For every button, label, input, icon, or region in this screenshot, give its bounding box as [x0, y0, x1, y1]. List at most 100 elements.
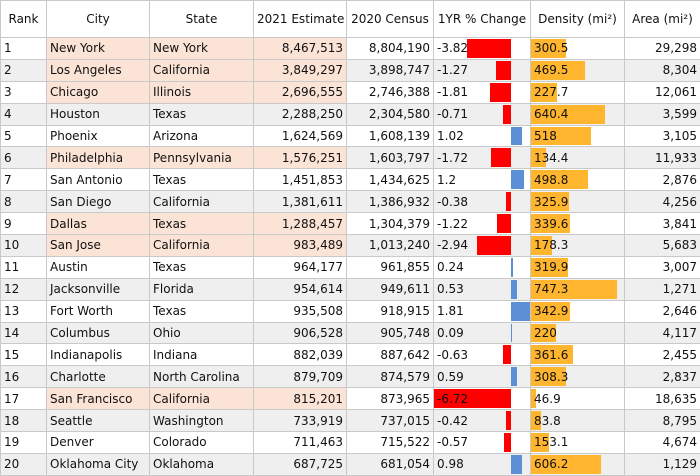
- census-cell: 887,642: [347, 344, 434, 366]
- rank-cell: 4: [1, 103, 47, 125]
- change-bar: [511, 455, 522, 474]
- change-cell: -1.22: [434, 213, 531, 235]
- rank-cell: 3: [1, 81, 47, 103]
- change-value: -2.94: [434, 238, 468, 252]
- density-value: 178.3: [531, 238, 568, 252]
- area-cell: 8,795: [625, 410, 700, 432]
- area-cell: 12,061: [625, 81, 700, 103]
- density-value: 153.1: [531, 435, 568, 449]
- rank-cell: 1: [1, 38, 47, 60]
- area-cell: 4,117: [625, 322, 700, 344]
- rank-cell: 19: [1, 432, 47, 454]
- density-value: 325.9: [531, 195, 568, 209]
- density-cell: 227.7: [531, 81, 625, 103]
- density-cell: 178.3: [531, 235, 625, 257]
- state-cell: New York: [150, 38, 254, 60]
- area-cell: 29,298: [625, 38, 700, 60]
- census-cell: 1,434,625: [347, 169, 434, 191]
- area-cell: 18,635: [625, 388, 700, 410]
- census-cell: 961,855: [347, 256, 434, 278]
- change-value: 1.81: [434, 304, 464, 318]
- state-cell: California: [150, 388, 254, 410]
- area-cell: 2,455: [625, 344, 700, 366]
- density-cell: 342.9: [531, 300, 625, 322]
- change-bar: [477, 236, 511, 255]
- city-cell: Indianapolis: [47, 344, 150, 366]
- estimate-cell: 964,177: [254, 256, 347, 278]
- header-rank: Rank: [1, 1, 47, 38]
- estimate-cell: 1,576,251: [254, 147, 347, 169]
- rank-cell: 2: [1, 59, 47, 81]
- estimate-cell: 935,508: [254, 300, 347, 322]
- rank-cell: 14: [1, 322, 47, 344]
- city-cell: New York: [47, 38, 150, 60]
- density-value: 342.9: [531, 304, 568, 318]
- change-value: -0.42: [434, 414, 468, 428]
- density-value: 640.4: [531, 107, 568, 121]
- change-bar: [503, 105, 511, 124]
- change-bar: [511, 258, 514, 277]
- change-cell: 1.2: [434, 169, 531, 191]
- density-value: 134.4: [531, 151, 568, 165]
- census-cell: 905,748: [347, 322, 434, 344]
- census-cell: 3,898,747: [347, 59, 434, 81]
- rank-cell: 13: [1, 300, 47, 322]
- change-value: 0.53: [434, 282, 464, 296]
- density-cell: 319.9: [531, 256, 625, 278]
- census-cell: 2,746,388: [347, 81, 434, 103]
- census-cell: 874,579: [347, 366, 434, 388]
- density-value: 220: [531, 326, 557, 340]
- state-cell: California: [150, 235, 254, 257]
- density-cell: 220: [531, 322, 625, 344]
- estimate-cell: 906,528: [254, 322, 347, 344]
- state-cell: Arizona: [150, 125, 254, 147]
- change-cell: 1.02: [434, 125, 531, 147]
- change-bar: [491, 148, 511, 167]
- change-value: -0.38: [434, 195, 468, 209]
- rank-cell: 9: [1, 213, 47, 235]
- change-cell: -0.71: [434, 103, 531, 125]
- density-cell: 339.6: [531, 213, 625, 235]
- density-value: 83.8: [531, 414, 561, 428]
- estimate-cell: 711,463: [254, 432, 347, 454]
- area-cell: 5,683: [625, 235, 700, 257]
- density-value: 300.5: [531, 41, 568, 55]
- change-cell: -0.63: [434, 344, 531, 366]
- area-cell: 2,837: [625, 366, 700, 388]
- change-cell: -3.82: [434, 38, 531, 60]
- rank-cell: 6: [1, 147, 47, 169]
- estimate-cell: 2,696,555: [254, 81, 347, 103]
- state-cell: Pennsylvania: [150, 147, 254, 169]
- state-cell: California: [150, 191, 254, 213]
- header-area: Area (mi²): [625, 1, 700, 38]
- change-cell: -0.38: [434, 191, 531, 213]
- estimate-cell: 687,725: [254, 453, 347, 475]
- change-bar: [511, 170, 525, 189]
- state-cell: Texas: [150, 213, 254, 235]
- area-cell: 4,256: [625, 191, 700, 213]
- density-cell: 308.3: [531, 366, 625, 388]
- area-cell: 11,933: [625, 147, 700, 169]
- change-bar: [511, 367, 518, 386]
- density-value: 339.6: [531, 217, 568, 231]
- estimate-cell: 1,451,853: [254, 169, 347, 191]
- density-value: 361.6: [531, 348, 568, 362]
- density-cell: 518: [531, 125, 625, 147]
- city-cell: Fort Worth: [47, 300, 150, 322]
- change-value: 0.24: [434, 260, 464, 274]
- change-bar: [503, 345, 510, 364]
- change-bar: [490, 83, 511, 102]
- change-value: -0.71: [434, 107, 468, 121]
- city-cell: Jacksonville: [47, 278, 150, 300]
- census-cell: 715,522: [347, 432, 434, 454]
